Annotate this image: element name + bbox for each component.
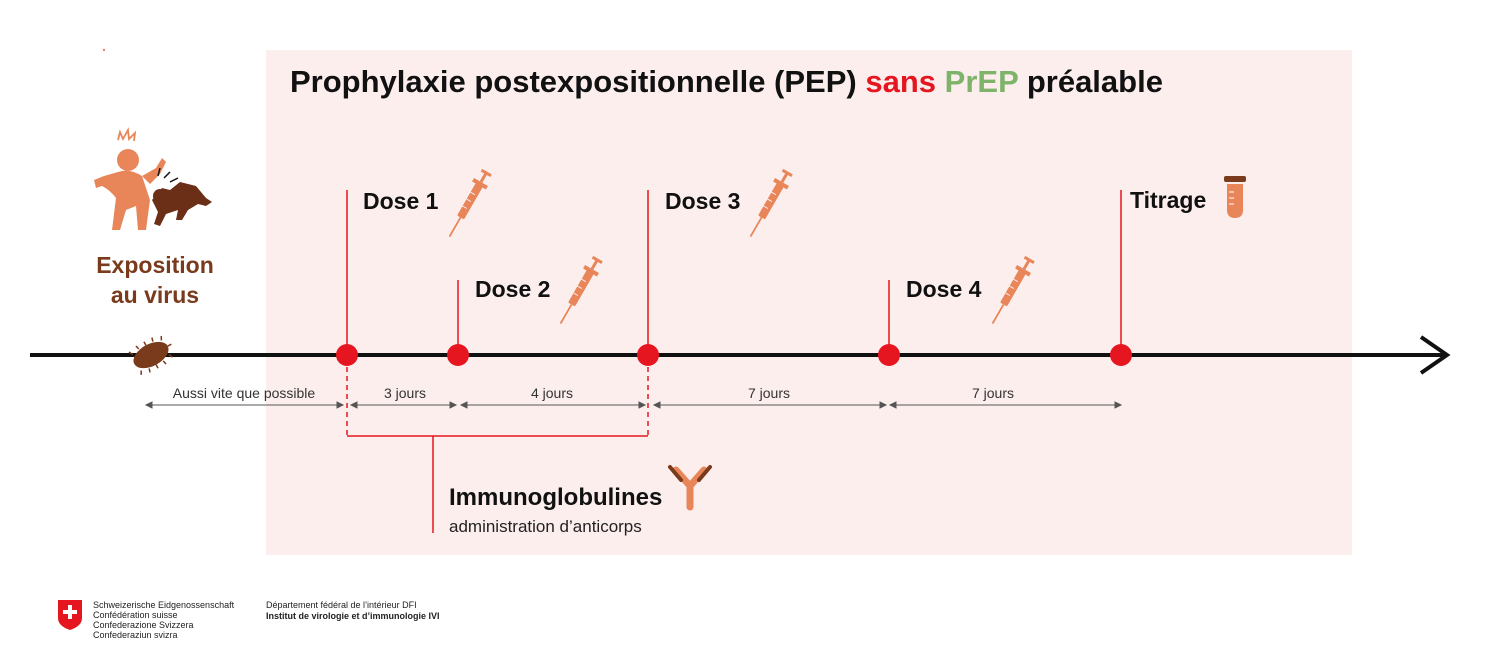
dose4-marker xyxy=(878,344,900,366)
interval-label-5: 7 jours xyxy=(971,385,1015,401)
confederation-logo-text: Schweizerische Eidgenossenschaft Confédé… xyxy=(93,600,235,640)
antibody-icon xyxy=(668,465,712,511)
interval-label-1: Aussi vite que possible xyxy=(172,385,316,401)
dose3-label: Dose 3 xyxy=(665,188,741,214)
department-text: Département fédéral de l’intérieur DFI I… xyxy=(266,600,440,621)
syringe-icon-4 xyxy=(991,255,1035,325)
interval-label-2: 3 jours xyxy=(383,385,427,401)
dog-bite-icon xyxy=(94,127,212,230)
dose1-label: Dose 1 xyxy=(363,188,439,214)
dose1-marker xyxy=(336,344,358,366)
decorative-dot xyxy=(102,48,106,52)
titrage-label: Titrage xyxy=(1130,187,1207,213)
virus-icon xyxy=(128,335,173,375)
dose3-marker xyxy=(637,344,659,366)
syringe-icon-3 xyxy=(749,168,793,238)
interval-arrow-3 xyxy=(459,401,647,409)
interval-arrow-5 xyxy=(888,401,1123,409)
interval-arrow-2 xyxy=(349,401,458,409)
titrage-marker xyxy=(1110,344,1132,366)
exposure-label: Exposition au virus xyxy=(96,252,214,308)
pep-panel xyxy=(266,50,1352,555)
diagram-title: Prophylaxie postexpositionnelle (PEP) sa… xyxy=(290,64,1163,99)
dose4-label: Dose 4 xyxy=(906,276,982,302)
immunoglobulins-subtitle: administration d’anticorps xyxy=(449,517,642,536)
interval-arrow-4 xyxy=(652,401,888,409)
interval-label-3: 4 jours xyxy=(530,385,574,401)
swiss-flag-icon xyxy=(58,600,82,630)
syringe-icon-2 xyxy=(559,255,603,325)
immunoglobulins-title: Immunoglobulines xyxy=(449,484,663,511)
timeline-arrowhead xyxy=(1419,335,1451,375)
dose2-label: Dose 2 xyxy=(475,276,551,302)
test-tube-icon xyxy=(1224,176,1246,218)
syringe-icon-1 xyxy=(448,168,492,238)
interval-arrow-1 xyxy=(144,401,345,409)
dose2-marker xyxy=(447,344,469,366)
interval-label-4: 7 jours xyxy=(747,385,791,401)
